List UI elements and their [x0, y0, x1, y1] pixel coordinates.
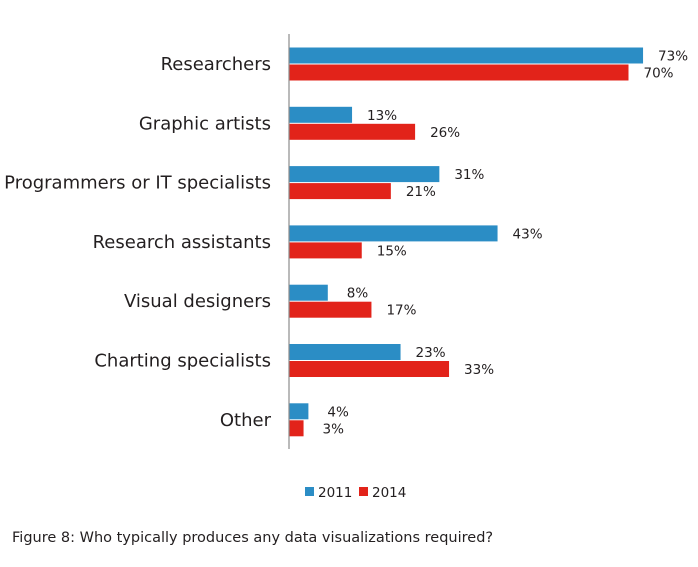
data-label-2014-programmers-or-it-specialists: 21%	[406, 184, 436, 200]
bar-2014-programmers-or-it-specialists	[289, 183, 391, 200]
labels-group: Researchers 73%70% Graphic artists 13% 26% Pr…	[4, 49, 688, 438]
category-label-visual-designers: Visual designers	[124, 291, 271, 312]
bar-2011-researchers	[289, 47, 644, 64]
bar-2011-programmers-or-it-specialists	[289, 166, 440, 183]
bar-2011-charting-specialists	[289, 344, 401, 360]
data-label-2011-other: 4%	[327, 404, 349, 420]
legend-swatch-2011	[305, 487, 314, 496]
category-label-other: Other	[220, 410, 272, 431]
data-label-2011-programmers-or-it-specialists: 31%	[454, 167, 484, 183]
legend-swatch-2014	[359, 487, 368, 496]
bar-2014-graphic-artists	[289, 123, 416, 140]
data-label-2011-charting-specialists: 23%	[416, 345, 446, 361]
bar-2014-research-assistants	[289, 242, 362, 259]
data-label-2011-research-assistants: 43%	[513, 226, 543, 242]
legend: 2011 2014	[305, 485, 406, 501]
bar-2011-research-assistants	[289, 225, 498, 242]
data-label-2014-research-assistants: 15%	[377, 243, 407, 259]
legend-label-2014: 2014	[372, 485, 406, 501]
data-label-2014-charting-specialists: 33%	[464, 362, 494, 378]
data-label-2014-other: 3%	[323, 421, 345, 437]
data-label-2014-graphic-artists: 26%	[430, 125, 460, 141]
bar-2014-other	[289, 420, 304, 437]
category-label-research-assistants: Research assistants	[93, 232, 271, 253]
bar-2014-researchers	[289, 64, 629, 81]
category-label-programmers-or-it-specialists: Programmers or IT specialists	[4, 173, 271, 194]
data-label-2011-visual-designers: 8%	[347, 286, 369, 302]
category-label-charting-specialists: Charting specialists	[94, 351, 271, 372]
category-label-researchers: Researchers	[161, 54, 271, 75]
legend-label-2011: 2011	[318, 485, 352, 501]
bars-group	[289, 47, 644, 437]
bar-2011-visual-designers	[289, 284, 328, 301]
data-label-2014-visual-designers: 17%	[386, 303, 416, 319]
bar-2011-other	[289, 403, 309, 420]
category-label-graphic-artists: Graphic artists	[139, 113, 271, 134]
bar-2014-visual-designers	[289, 301, 372, 318]
data-label-2011-graphic-artists: 13%	[367, 108, 397, 124]
data-label-2014-researchers: 70%	[644, 66, 674, 82]
figure-caption: Figure 8: Who typically produces any dat…	[12, 530, 494, 546]
data-label-2011-researchers: 73%	[658, 49, 688, 65]
bar-2014-charting-specialists	[289, 361, 450, 377]
bar-2011-graphic-artists	[289, 106, 353, 123]
